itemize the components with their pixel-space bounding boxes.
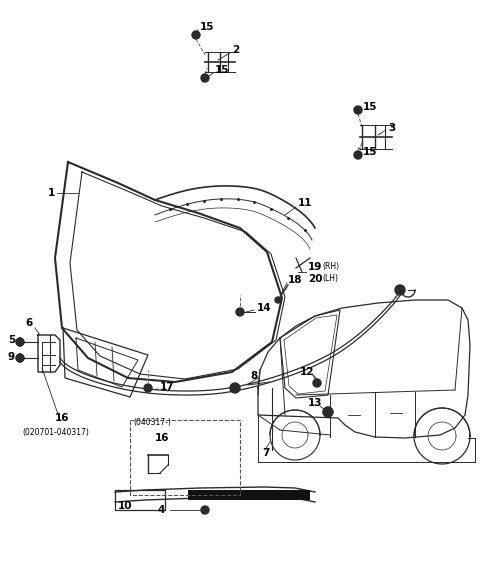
Text: 17: 17 xyxy=(160,382,175,392)
Circle shape xyxy=(395,285,405,295)
Text: 3: 3 xyxy=(388,123,395,133)
Circle shape xyxy=(192,31,200,39)
Bar xyxy=(115,490,165,510)
Text: (040317-): (040317-) xyxy=(133,418,171,427)
Text: 2: 2 xyxy=(232,45,239,55)
Text: 15: 15 xyxy=(363,147,377,157)
Circle shape xyxy=(230,383,240,393)
Polygon shape xyxy=(188,490,310,500)
Text: 15: 15 xyxy=(200,22,215,32)
Text: 12: 12 xyxy=(300,367,314,377)
Text: 19: 19 xyxy=(308,262,323,272)
Text: 16: 16 xyxy=(55,413,70,423)
Text: 7: 7 xyxy=(262,448,269,458)
Circle shape xyxy=(354,106,362,114)
Text: 11: 11 xyxy=(298,198,312,208)
Circle shape xyxy=(236,308,244,316)
Circle shape xyxy=(354,151,362,159)
Text: 13: 13 xyxy=(308,398,323,408)
Text: (LH): (LH) xyxy=(322,275,338,284)
Text: 6: 6 xyxy=(25,318,32,328)
Text: 5: 5 xyxy=(8,335,15,345)
Circle shape xyxy=(201,506,209,514)
Circle shape xyxy=(201,74,209,82)
Circle shape xyxy=(275,297,281,303)
Text: 4: 4 xyxy=(158,505,166,515)
Text: 8: 8 xyxy=(250,371,257,381)
Text: (RH): (RH) xyxy=(322,263,339,272)
Text: 1: 1 xyxy=(48,188,55,198)
Text: 9: 9 xyxy=(8,352,15,362)
Text: 15: 15 xyxy=(215,65,229,75)
Text: (020701-040317): (020701-040317) xyxy=(22,427,89,436)
Text: 18: 18 xyxy=(288,275,302,285)
Circle shape xyxy=(323,407,333,417)
Text: 14: 14 xyxy=(257,303,272,313)
Text: 20: 20 xyxy=(308,274,323,284)
Circle shape xyxy=(313,379,321,387)
Text: 10: 10 xyxy=(118,501,132,511)
Circle shape xyxy=(16,354,24,362)
Circle shape xyxy=(144,384,152,392)
Circle shape xyxy=(16,338,24,346)
Text: 15: 15 xyxy=(363,102,377,112)
Text: 16: 16 xyxy=(155,433,169,443)
